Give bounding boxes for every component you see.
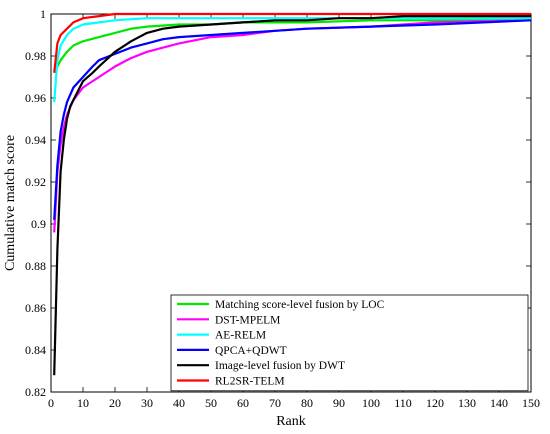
series-lines [53, 12, 532, 376]
legend-label-4: QPCA+QDWT [215, 345, 287, 357]
x-tick-label: 60 [237, 396, 249, 410]
legend-label-6: RL2SR-TELM [215, 376, 285, 388]
y-tick-label: 0.82 [25, 385, 46, 399]
x-tick-label: 0 [48, 396, 54, 410]
legend-label-1: Matching score-level fusion by LOC [215, 299, 385, 311]
legend-box [170, 294, 529, 392]
x-tick-label: 140 [490, 396, 508, 410]
x-axis-label: Rank [276, 414, 306, 429]
x-tick-label: 50 [205, 396, 217, 410]
y-tick-label: 0.84 [25, 343, 46, 357]
y-tick-label: 0.88 [25, 259, 46, 273]
series-line-1 [53, 19, 531, 74]
y-tick-label: 1 [40, 7, 46, 21]
y-tick-label: 0.92 [25, 175, 46, 189]
y-tick-label: 0.86 [25, 301, 46, 315]
x-tick-label: 110 [394, 396, 412, 410]
series-line-4 [53, 19, 532, 220]
y-tick-label: 0.98 [25, 49, 46, 63]
series-line-5 [53, 15, 531, 376]
legend-label-5: Image-level fusion by DWT [215, 360, 345, 372]
y-axis: 0.82 0.84 0.86 0.88 0.9 0.92 0.94 0.96 0.98 1 [25, 7, 531, 399]
x-tick-label: 70 [269, 396, 281, 410]
series-line-6 [53, 12, 531, 73]
y-tick-label: 0.96 [25, 91, 46, 105]
y-tick-label: 0.94 [25, 133, 46, 147]
x-tick-label: 150 [522, 396, 540, 410]
legend-label-3: AE-RELM [215, 330, 266, 342]
x-tick-label: 130 [458, 396, 476, 410]
x-tick-label: 120 [426, 396, 444, 410]
x-tick-label: 30 [141, 396, 153, 410]
legend-label-2: DST-MPELM [215, 314, 280, 326]
x-tick-label: 20 [109, 396, 121, 410]
series-line-2 [53, 19, 532, 233]
x-tick-label: 100 [362, 396, 380, 410]
x-tick-label: 80 [301, 396, 313, 410]
legend: Matching score-level fusion by LOC DST-MP… [170, 294, 529, 392]
x-tick-label: 40 [173, 396, 185, 410]
y-axis-label: Cumulative match score [3, 135, 18, 271]
x-tick-label: 90 [333, 396, 345, 410]
series-line-3 [53, 17, 531, 103]
x-tick-label: 10 [77, 396, 89, 410]
y-tick-label: 0.9 [31, 217, 46, 231]
